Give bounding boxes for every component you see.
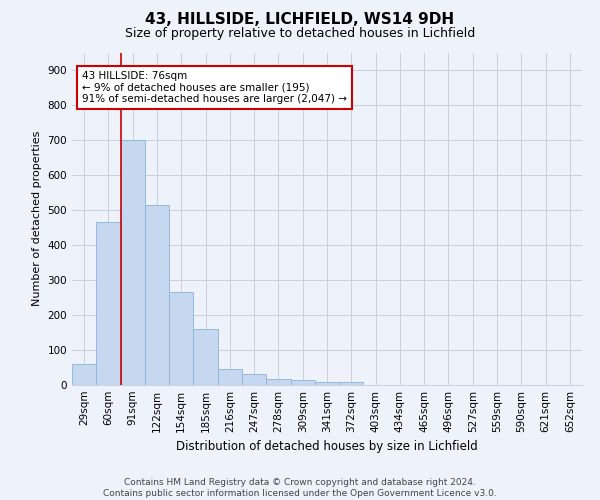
X-axis label: Distribution of detached houses by size in Lichfield: Distribution of detached houses by size …: [176, 440, 478, 454]
Bar: [218, 369, 242, 385]
Bar: [72, 364, 96, 385]
Bar: [339, 382, 364, 385]
Bar: [96, 222, 121, 385]
Bar: [193, 329, 218, 385]
Y-axis label: Number of detached properties: Number of detached properties: [32, 131, 42, 306]
Bar: [315, 382, 339, 385]
Text: 43, HILLSIDE, LICHFIELD, WS14 9DH: 43, HILLSIDE, LICHFIELD, WS14 9DH: [145, 12, 455, 28]
Text: Size of property relative to detached houses in Lichfield: Size of property relative to detached ho…: [125, 28, 475, 40]
Text: Contains HM Land Registry data © Crown copyright and database right 2024.
Contai: Contains HM Land Registry data © Crown c…: [103, 478, 497, 498]
Bar: [145, 205, 169, 385]
Bar: [169, 292, 193, 385]
Text: 43 HILLSIDE: 76sqm
← 9% of detached houses are smaller (195)
91% of semi-detache: 43 HILLSIDE: 76sqm ← 9% of detached hous…: [82, 71, 347, 104]
Bar: [290, 380, 315, 385]
Bar: [266, 379, 290, 385]
Bar: [242, 374, 266, 385]
Bar: [121, 140, 145, 385]
